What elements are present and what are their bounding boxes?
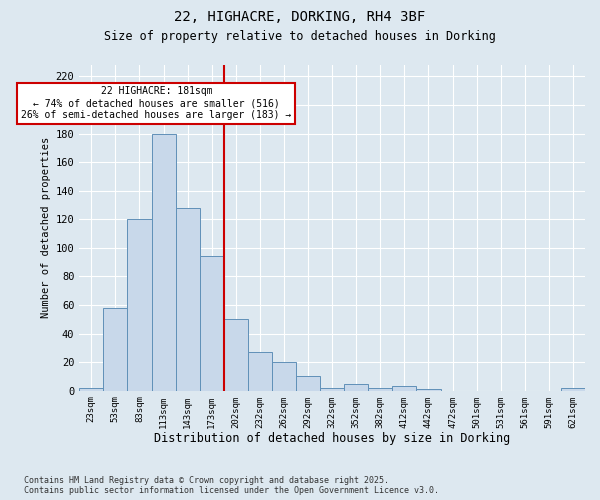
Text: Contains HM Land Registry data © Crown copyright and database right 2025.
Contai: Contains HM Land Registry data © Crown c… <box>24 476 439 495</box>
Bar <box>296 376 320 390</box>
Bar <box>344 384 368 390</box>
Bar <box>79 388 103 390</box>
Text: 22, HIGHACRE, DORKING, RH4 3BF: 22, HIGHACRE, DORKING, RH4 3BF <box>175 10 425 24</box>
Bar <box>248 352 272 391</box>
Bar <box>127 220 152 390</box>
Bar <box>224 320 248 390</box>
Bar <box>392 386 416 390</box>
Bar <box>320 388 344 390</box>
Bar <box>272 362 296 390</box>
Bar <box>200 256 224 390</box>
Bar <box>152 134 176 390</box>
Bar <box>103 308 127 390</box>
Bar <box>176 208 200 390</box>
Text: 22 HIGHACRE: 181sqm
← 74% of detached houses are smaller (516)
26% of semi-detac: 22 HIGHACRE: 181sqm ← 74% of detached ho… <box>21 86 292 120</box>
Y-axis label: Number of detached properties: Number of detached properties <box>41 137 52 318</box>
Bar <box>368 388 392 390</box>
Bar <box>561 388 585 390</box>
Text: Size of property relative to detached houses in Dorking: Size of property relative to detached ho… <box>104 30 496 43</box>
X-axis label: Distribution of detached houses by size in Dorking: Distribution of detached houses by size … <box>154 432 510 445</box>
